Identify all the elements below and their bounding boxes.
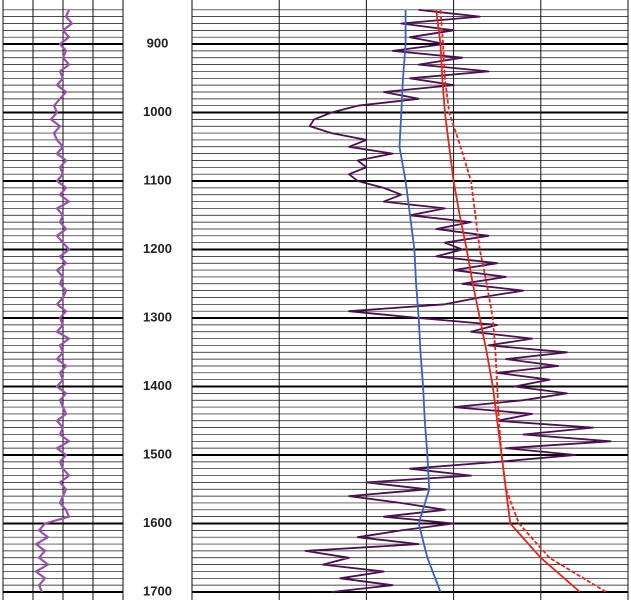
log-curve (304, 8, 612, 593)
depth-label: 1500 (143, 446, 172, 461)
log-curve (398, 9, 442, 593)
log-curve (34, 9, 74, 593)
log-curve (439, 9, 607, 593)
depth-label: 1000 (143, 104, 172, 119)
depth-label: 1700 (143, 583, 172, 598)
depth-label: 1200 (143, 241, 172, 256)
depth-label: 1600 (143, 515, 172, 530)
depth-label: 900 (147, 35, 169, 50)
depth-label: 1100 (143, 172, 171, 187)
log-curve (435, 9, 581, 593)
depth-label: 1300 (143, 309, 172, 324)
depth-label: 1400 (143, 378, 172, 393)
